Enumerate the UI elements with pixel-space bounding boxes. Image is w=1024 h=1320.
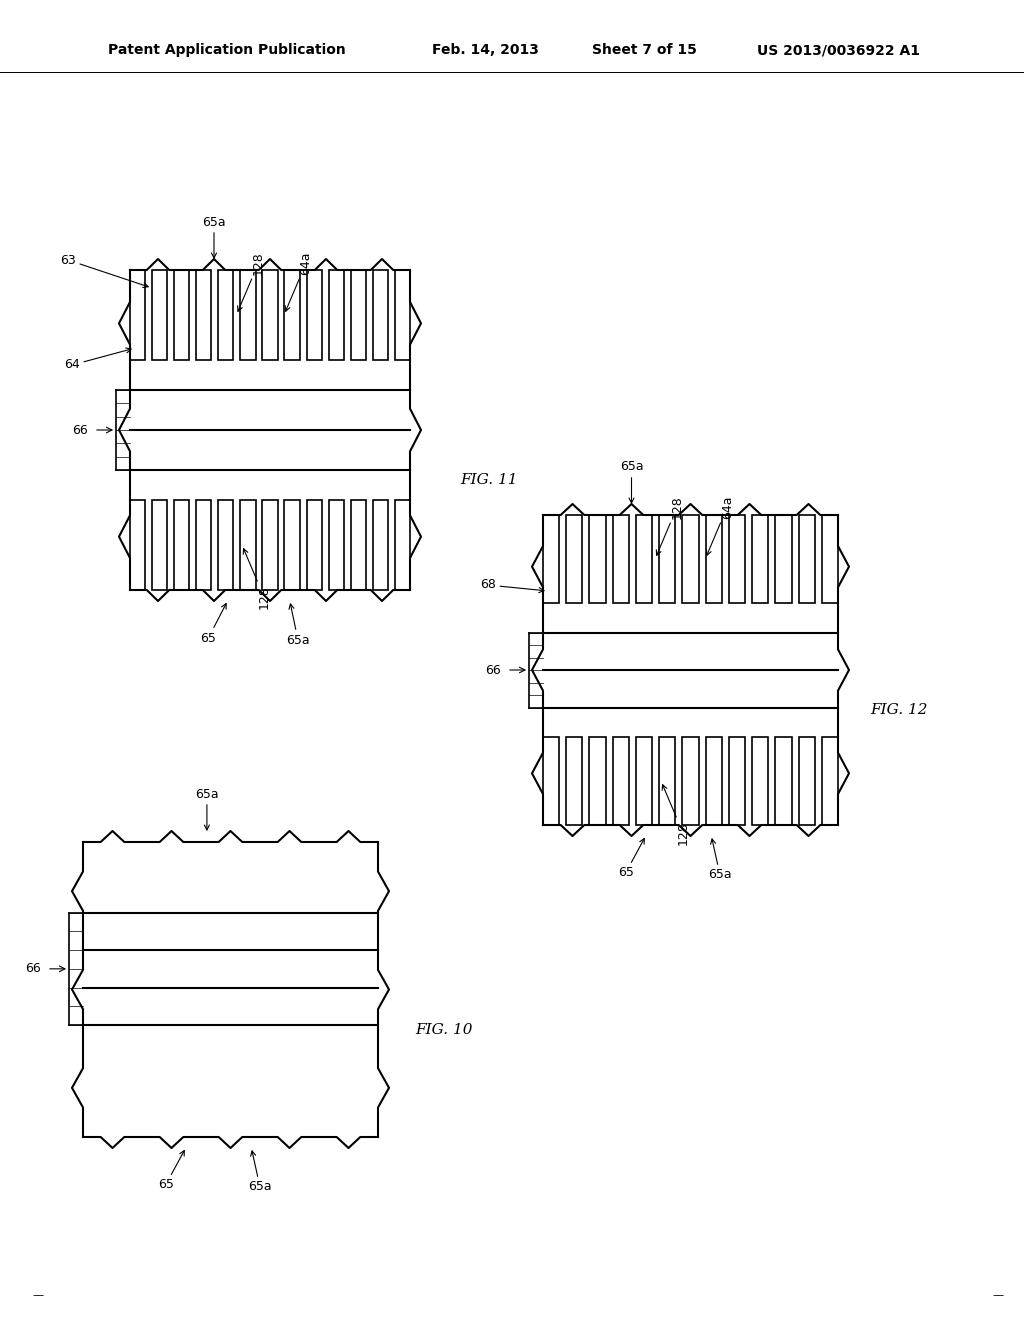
Text: —: — [32, 1290, 43, 1300]
Text: 68: 68 [480, 578, 544, 593]
Bar [329, 500, 344, 590]
Bar [590, 737, 605, 825]
Bar [753, 737, 768, 825]
Bar [285, 500, 300, 590]
Text: 66: 66 [72, 424, 88, 437]
Bar [706, 737, 722, 825]
Text: Feb. 14, 2013: Feb. 14, 2013 [432, 44, 539, 57]
Bar [350, 500, 366, 590]
Bar [822, 515, 838, 603]
Bar [659, 737, 675, 825]
Text: 66: 66 [26, 962, 41, 975]
Bar [659, 515, 675, 603]
Bar [543, 737, 559, 825]
Text: 66: 66 [485, 664, 501, 676]
Bar [612, 515, 629, 603]
Bar [174, 271, 189, 360]
Bar [775, 737, 792, 825]
Bar [799, 737, 815, 825]
Text: 64: 64 [65, 348, 131, 371]
Text: 65a: 65a [202, 215, 226, 257]
Bar [373, 271, 388, 360]
Text: FIG. 11: FIG. 11 [460, 473, 517, 487]
Bar [682, 737, 698, 825]
Text: 65: 65 [158, 1151, 184, 1192]
Bar [395, 500, 410, 590]
Bar [285, 271, 300, 360]
Bar [241, 271, 256, 360]
Text: 65: 65 [617, 838, 644, 879]
Bar [395, 271, 410, 360]
Bar [241, 500, 256, 590]
Bar [197, 500, 211, 590]
Text: 64a: 64a [707, 495, 734, 556]
Text: 128: 128 [244, 549, 270, 609]
Text: —: — [992, 1290, 1004, 1300]
Bar [612, 737, 629, 825]
Bar [153, 271, 167, 360]
Bar [775, 515, 792, 603]
Bar [306, 271, 322, 360]
Bar [329, 271, 344, 360]
Bar [373, 500, 388, 590]
Bar [218, 500, 233, 590]
Bar [566, 737, 583, 825]
Text: 65a: 65a [709, 840, 732, 882]
Bar [197, 271, 211, 360]
Text: 65: 65 [201, 603, 226, 644]
Bar [566, 515, 583, 603]
Text: US 2013/0036922 A1: US 2013/0036922 A1 [757, 44, 920, 57]
Bar [753, 515, 768, 603]
Bar [799, 515, 815, 603]
Bar [174, 500, 189, 590]
Text: 128: 128 [656, 495, 684, 556]
Text: 128: 128 [663, 784, 689, 845]
Bar [350, 271, 366, 360]
Text: 65a: 65a [248, 1151, 271, 1193]
Bar [590, 515, 605, 603]
Bar [682, 515, 698, 603]
Bar [306, 500, 322, 590]
Bar [636, 515, 652, 603]
Bar [822, 737, 838, 825]
Text: 65a: 65a [286, 605, 310, 647]
Bar [729, 737, 745, 825]
Text: 65a: 65a [196, 788, 219, 830]
Bar [706, 515, 722, 603]
Bar [262, 500, 278, 590]
Bar [130, 500, 145, 590]
Bar [153, 500, 167, 590]
Text: 64a: 64a [286, 251, 312, 312]
Bar [218, 271, 233, 360]
Text: 65a: 65a [620, 461, 643, 503]
Bar [543, 515, 559, 603]
Bar [130, 271, 145, 360]
Text: FIG. 10: FIG. 10 [415, 1023, 472, 1038]
Text: 63: 63 [60, 253, 148, 288]
Text: 128: 128 [238, 251, 265, 312]
Bar [729, 515, 745, 603]
Bar [262, 271, 278, 360]
Text: FIG. 12: FIG. 12 [870, 704, 928, 717]
Text: Sheet 7 of 15: Sheet 7 of 15 [592, 44, 697, 57]
Bar [636, 737, 652, 825]
Text: Patent Application Publication: Patent Application Publication [108, 44, 346, 57]
